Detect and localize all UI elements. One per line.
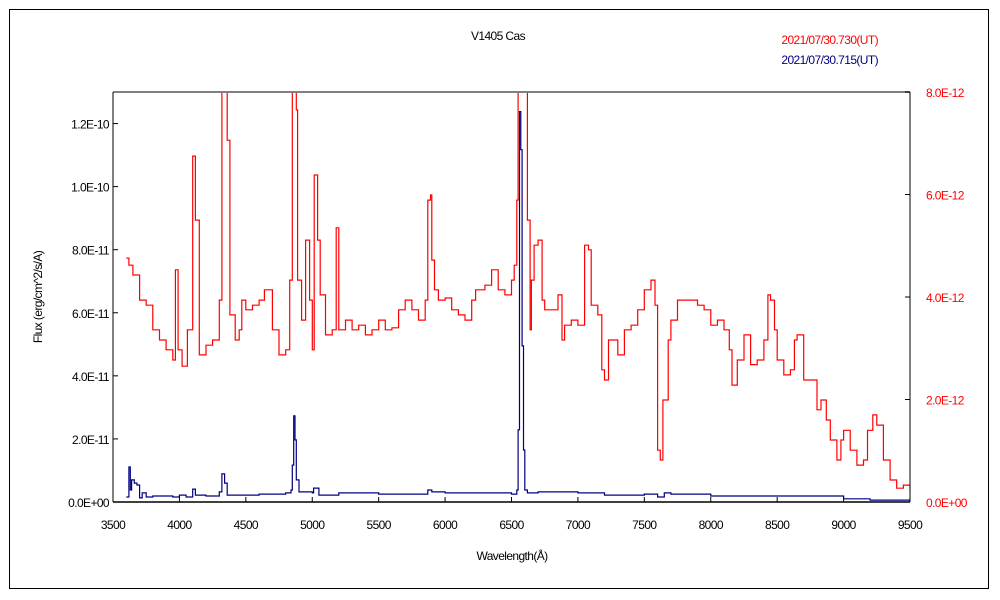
right-y-tick-label: 4.0E-12 [926,291,965,305]
right-y-tick-label: 2.0E-12 [926,394,965,408]
x-tick-label: 6000 [433,518,458,532]
x-tick-label: 7000 [566,518,591,532]
right-y-tick-label: 6.0E-12 [926,189,965,203]
x-tick-label: 8000 [699,518,724,532]
x-tick-label: 9000 [831,518,856,532]
x-tick-label: 8500 [765,518,790,532]
left-y-tick-label: 2.0E-11 [72,433,110,447]
legend-entry-red: 2021/07/30.730(UT) [781,33,878,47]
x-tick-label: 5000 [300,518,325,532]
series-line-red [126,92,910,491]
chart-frame [9,9,989,589]
x-tick-label: 3500 [101,518,126,532]
left-y-tick-label: 1.0E-10 [71,181,110,195]
x-tick-label: 4500 [234,518,259,532]
left-y-tick-label: 6.0E-11 [72,307,110,321]
x-tick-label: 5500 [367,518,392,532]
x-tick-label: 6500 [499,518,524,532]
right-y-tick-label: 0.0E+00 [926,496,968,510]
series-line-blue [126,110,910,501]
y-axis-label: Flux (erg/cm^2/s/A) [31,250,45,343]
right-y-tick-label: 8.0E-12 [926,86,965,100]
legend-entry-blue: 2021/07/30.715(UT) [781,53,878,67]
x-tick-label: 4000 [167,518,192,532]
chart-title: V1405 Cas [471,29,526,43]
x-tick-label: 9500 [898,518,923,532]
x-tick-label: 7500 [632,518,657,532]
x-axis-label: Wavelength(Å) [476,548,548,563]
left-y-tick-label: 1.2E-10 [71,118,110,132]
left-y-tick-label: 4.0E-11 [72,370,110,384]
left-y-tick-label: 0.0E+00 [68,496,110,510]
left-y-tick-label: 8.0E-11 [72,244,110,258]
